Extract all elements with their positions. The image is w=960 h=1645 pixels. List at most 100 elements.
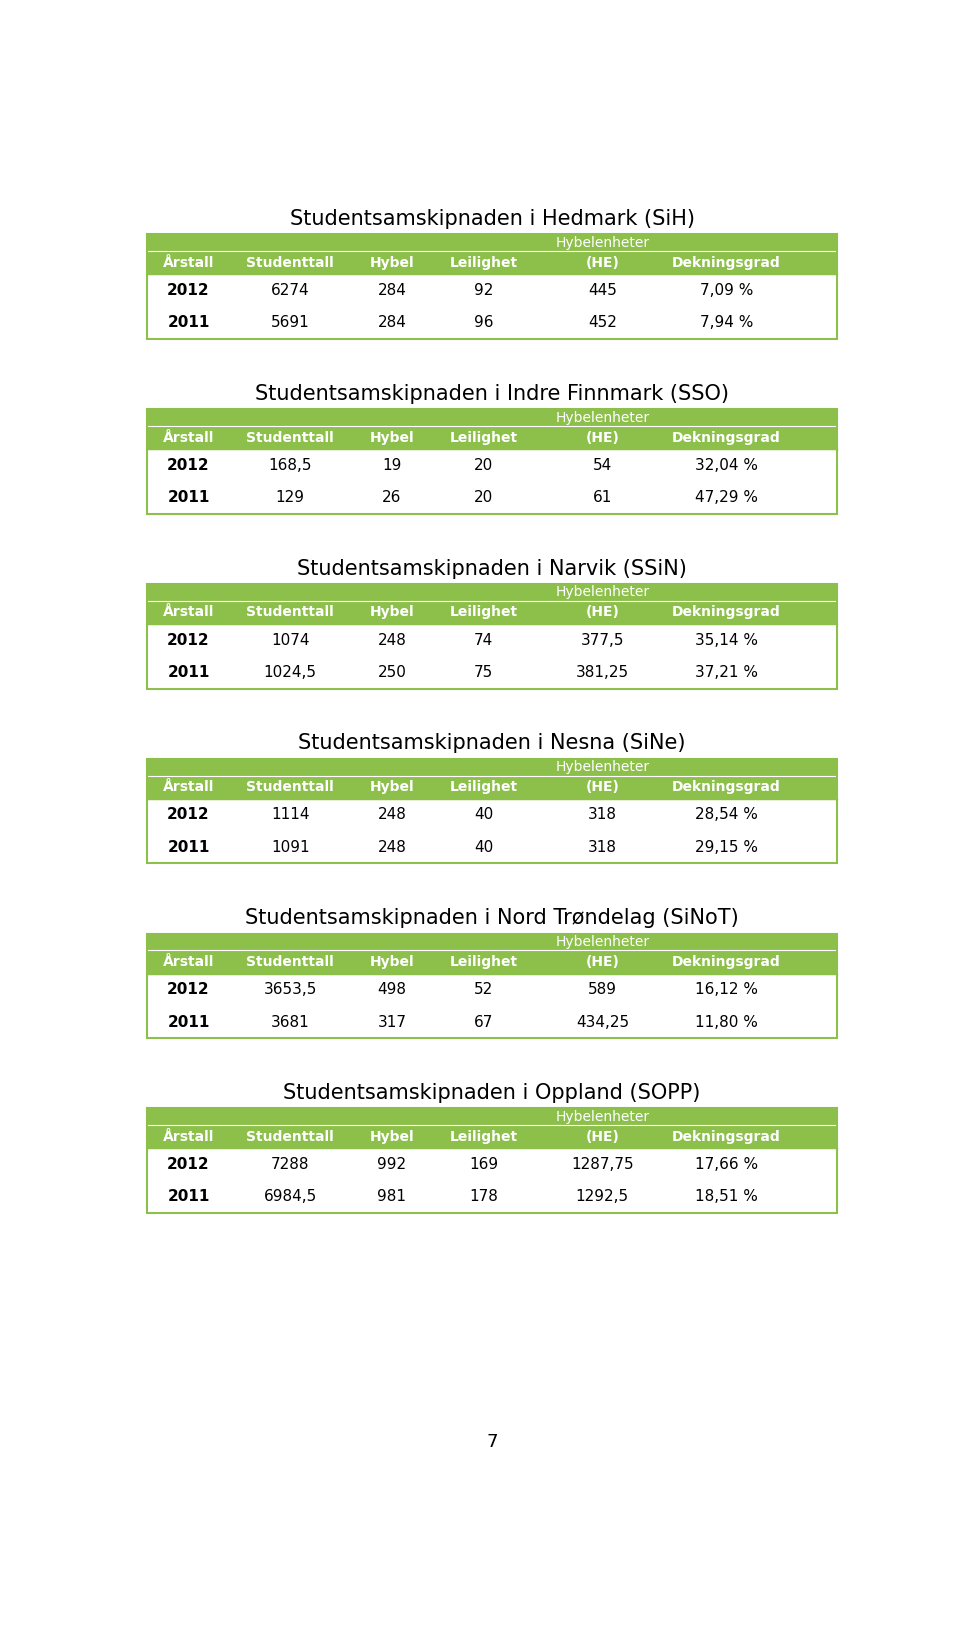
- Text: 2012: 2012: [167, 283, 210, 298]
- Text: 377,5: 377,5: [581, 633, 624, 648]
- Text: 248: 248: [377, 808, 406, 822]
- Text: Årstall: Årstall: [163, 780, 214, 795]
- Text: Dekningsgrad: Dekningsgrad: [672, 956, 780, 969]
- Text: Studentsamskipnaden i Nesna (SiNe): Studentsamskipnaden i Nesna (SiNe): [299, 734, 685, 753]
- Text: 16,12 %: 16,12 %: [695, 982, 758, 997]
- FancyBboxPatch shape: [147, 482, 837, 513]
- Text: 67: 67: [473, 1015, 493, 1030]
- Text: 1074: 1074: [271, 633, 309, 648]
- Text: 96: 96: [473, 316, 493, 331]
- FancyBboxPatch shape: [147, 410, 837, 449]
- Text: 37,21 %: 37,21 %: [695, 665, 758, 679]
- Text: 40: 40: [473, 808, 493, 822]
- Text: Dekningsgrad: Dekningsgrad: [672, 1130, 780, 1143]
- Text: 2011: 2011: [167, 1015, 209, 1030]
- FancyBboxPatch shape: [147, 623, 837, 656]
- FancyBboxPatch shape: [147, 831, 837, 864]
- Text: 40: 40: [473, 841, 493, 855]
- Text: Leilighet: Leilighet: [449, 1130, 517, 1143]
- FancyBboxPatch shape: [147, 306, 837, 339]
- Text: 1292,5: 1292,5: [576, 1189, 629, 1204]
- Text: Leilighet: Leilighet: [449, 605, 517, 620]
- Text: Dekningsgrad: Dekningsgrad: [672, 257, 780, 270]
- Text: 61: 61: [592, 490, 612, 505]
- FancyBboxPatch shape: [147, 758, 837, 799]
- Text: Hybelenheter: Hybelenheter: [555, 934, 649, 949]
- Text: Studentsamskipnaden i Indre Finnmark (SSO): Studentsamskipnaden i Indre Finnmark (SS…: [255, 383, 729, 403]
- Text: 1287,75: 1287,75: [571, 1156, 634, 1171]
- Text: 1114: 1114: [271, 808, 309, 822]
- FancyBboxPatch shape: [147, 449, 837, 482]
- Text: Hybelenheter: Hybelenheter: [555, 235, 649, 250]
- Text: Studentsamskipnaden i Hedmark (SiH): Studentsamskipnaden i Hedmark (SiH): [290, 209, 694, 229]
- Text: 381,25: 381,25: [576, 665, 629, 679]
- Text: 1091: 1091: [271, 841, 309, 855]
- Text: Hybelenheter: Hybelenheter: [555, 1110, 649, 1124]
- Text: 1024,5: 1024,5: [264, 665, 317, 679]
- Text: 2011: 2011: [167, 665, 209, 679]
- Text: (HE): (HE): [586, 605, 619, 620]
- Text: 28,54 %: 28,54 %: [695, 808, 758, 822]
- Text: (HE): (HE): [586, 780, 619, 795]
- Text: Leilighet: Leilighet: [449, 780, 517, 795]
- Text: (HE): (HE): [586, 1130, 619, 1143]
- FancyBboxPatch shape: [147, 974, 837, 1005]
- Text: Dekningsgrad: Dekningsgrad: [672, 605, 780, 620]
- Text: 2011: 2011: [167, 316, 209, 331]
- FancyBboxPatch shape: [147, 1181, 837, 1212]
- Text: Årstall: Årstall: [163, 1130, 214, 1143]
- Text: 2011: 2011: [167, 1189, 209, 1204]
- Text: Leilighet: Leilighet: [449, 431, 517, 444]
- FancyBboxPatch shape: [147, 234, 837, 275]
- Text: 452: 452: [588, 316, 616, 331]
- Text: Årstall: Årstall: [163, 257, 214, 270]
- FancyBboxPatch shape: [147, 275, 837, 306]
- Text: 92: 92: [473, 283, 493, 298]
- Text: (HE): (HE): [586, 257, 619, 270]
- Text: 992: 992: [377, 1156, 406, 1171]
- Text: 75: 75: [473, 665, 493, 679]
- Text: Studenttall: Studenttall: [247, 1130, 334, 1143]
- FancyBboxPatch shape: [147, 933, 837, 974]
- Text: 52: 52: [473, 982, 493, 997]
- Text: 18,51 %: 18,51 %: [695, 1189, 758, 1204]
- Text: Dekningsgrad: Dekningsgrad: [672, 431, 780, 444]
- Text: Studenttall: Studenttall: [247, 257, 334, 270]
- Text: 5691: 5691: [271, 316, 310, 331]
- Text: Studentsamskipnaden i Narvik (SSiN): Studentsamskipnaden i Narvik (SSiN): [297, 559, 687, 579]
- Text: Hybel: Hybel: [370, 780, 415, 795]
- Text: 284: 284: [377, 316, 406, 331]
- Text: 498: 498: [377, 982, 406, 997]
- Text: (HE): (HE): [586, 431, 619, 444]
- Text: Årstall: Årstall: [163, 605, 214, 620]
- Text: 178: 178: [468, 1189, 498, 1204]
- Text: 2012: 2012: [167, 1156, 210, 1171]
- Text: 318: 318: [588, 841, 617, 855]
- Text: Årstall: Årstall: [163, 431, 214, 444]
- Text: Hybelenheter: Hybelenheter: [555, 586, 649, 599]
- FancyBboxPatch shape: [147, 584, 837, 623]
- Text: Hybel: Hybel: [370, 257, 415, 270]
- Text: Hybel: Hybel: [370, 605, 415, 620]
- Text: 434,25: 434,25: [576, 1015, 629, 1030]
- Text: Studentsamskipnaden i Oppland (SOPP): Studentsamskipnaden i Oppland (SOPP): [283, 1082, 701, 1102]
- Text: 7: 7: [487, 1433, 497, 1451]
- Text: Hybelenheter: Hybelenheter: [555, 760, 649, 775]
- Text: Hybelenheter: Hybelenheter: [555, 411, 649, 424]
- Text: 168,5: 168,5: [269, 457, 312, 472]
- Text: 2011: 2011: [167, 841, 209, 855]
- Text: Hybel: Hybel: [370, 956, 415, 969]
- Text: 7,94 %: 7,94 %: [700, 316, 754, 331]
- Text: 284: 284: [377, 283, 406, 298]
- Text: 2012: 2012: [167, 457, 210, 472]
- Text: 981: 981: [377, 1189, 406, 1204]
- Text: 29,15 %: 29,15 %: [695, 841, 758, 855]
- Text: 20: 20: [473, 457, 493, 472]
- Text: 74: 74: [473, 633, 493, 648]
- Text: 3681: 3681: [271, 1015, 310, 1030]
- FancyBboxPatch shape: [147, 1109, 837, 1148]
- Text: 169: 169: [468, 1156, 498, 1171]
- Text: Hybel: Hybel: [370, 1130, 415, 1143]
- Text: 2011: 2011: [167, 490, 209, 505]
- Text: 11,80 %: 11,80 %: [695, 1015, 758, 1030]
